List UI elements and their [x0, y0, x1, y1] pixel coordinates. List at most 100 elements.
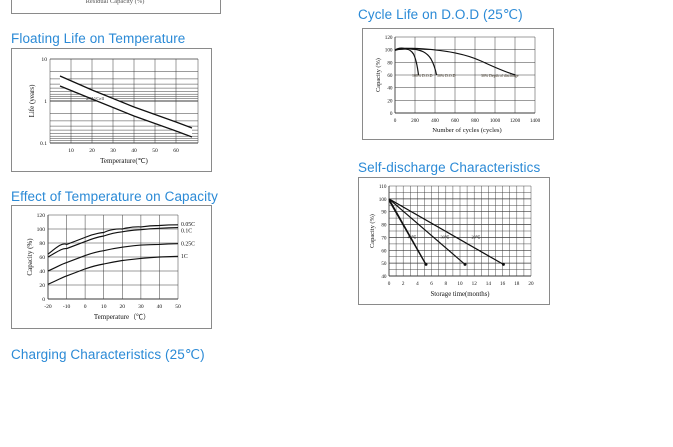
svg-text:400: 400: [431, 118, 439, 124]
data-curves-cycle-life: [394, 47, 516, 76]
annotations-cycle-life: 100% D.O.D 50% D.O.D 30% Depth of discha…: [412, 74, 519, 78]
svg-text:-20: -20: [44, 304, 52, 310]
x-axis-label: Temperature（℃）: [94, 313, 150, 321]
svg-text:100: 100: [385, 48, 393, 54]
svg-text:-10: -10: [63, 304, 71, 310]
svg-text:40: 40: [39, 269, 45, 275]
y-axis-ticks: 110 100 90 80 70 60 50 40: [379, 184, 387, 280]
svg-text:20: 20: [387, 98, 393, 104]
svg-text:200: 200: [411, 118, 419, 124]
svg-text:80: 80: [381, 223, 387, 229]
svg-text:100: 100: [379, 197, 387, 203]
heading-temp-capacity: Effect of Temperature on Capacity: [11, 189, 218, 204]
svg-text:100% D.O.D: 100% D.O.D: [412, 74, 433, 78]
svg-text:1C: 1C: [181, 254, 188, 260]
data-curves-temp-capacity: [47, 224, 179, 285]
svg-text:14: 14: [486, 281, 492, 287]
svg-text:1: 1: [44, 99, 47, 105]
annotation-cell-voltage: 2.3V/Cell: [86, 96, 105, 101]
y-axis-ticks: 120 100 80 60 40 20 0: [385, 35, 393, 117]
svg-text:30℃: 30℃: [441, 235, 450, 240]
svg-text:40℃: 40℃: [408, 235, 417, 240]
svg-text:70: 70: [381, 235, 387, 241]
svg-text:1200: 1200: [510, 118, 521, 124]
right-column: Cycle Life on D.O.D (25℃): [340, 0, 673, 447]
svg-text:12: 12: [472, 281, 478, 287]
grid-lines: [388, 185, 532, 277]
grid-lines: [47, 214, 179, 300]
svg-text:60: 60: [381, 248, 387, 254]
svg-text:8: 8: [445, 281, 448, 287]
svg-text:1400: 1400: [530, 118, 541, 124]
svg-text:40: 40: [157, 304, 163, 310]
x-axis-label: Number of cycles (cycles): [432, 127, 501, 134]
svg-text:10: 10: [68, 148, 74, 154]
series-labels: 0.05C 0.1C 0.25C 1C: [181, 222, 195, 260]
svg-text:30% Depth of discharge: 30% Depth of discharge: [481, 74, 519, 78]
x-axis-ticks: 0 200 400 600 800 1000 1200 1400: [394, 118, 541, 124]
svg-text:16: 16: [500, 281, 506, 287]
svg-text:0: 0: [394, 118, 397, 124]
svg-text:60: 60: [387, 73, 393, 79]
svg-text:0: 0: [388, 281, 391, 287]
heading-self-discharge: Self-discharge Characteristics: [358, 160, 541, 175]
svg-text:0: 0: [42, 297, 45, 303]
svg-text:10: 10: [101, 304, 107, 310]
svg-text:100: 100: [37, 227, 46, 233]
svg-text:800: 800: [471, 118, 479, 124]
data-band-floating-life: [59, 75, 193, 138]
x-axis-ticks: 0 2 4 6 8 10 12 14 16 18 20: [388, 281, 534, 287]
svg-text:60: 60: [39, 255, 45, 261]
svg-text:10: 10: [457, 281, 463, 287]
y-axis-label: Capacity (%): [369, 214, 376, 248]
svg-text:20: 20: [528, 281, 534, 287]
annotations-self-discharge: 40℃ 30℃ 20℃: [408, 235, 481, 240]
svg-text:120: 120: [385, 35, 393, 41]
svg-text:50: 50: [175, 304, 181, 310]
partial-chart-axis-label: Residual Capacity (%): [86, 0, 145, 5]
svg-text:0.05C: 0.05C: [181, 222, 195, 228]
svg-text:60: 60: [173, 148, 179, 154]
y-axis-ticks: 10 1 0.1: [40, 57, 47, 147]
svg-text:80: 80: [39, 241, 45, 247]
svg-text:4: 4: [416, 281, 419, 287]
x-axis-label: Temperature(℃): [100, 157, 148, 165]
endpoint-markers: [424, 262, 505, 266]
partial-chart-frame-top: Residual Capacity (%): [11, 0, 221, 14]
svg-text:10: 10: [41, 57, 47, 63]
chart-cycle-life: 100% D.O.D 50% D.O.D 30% Depth of discha…: [375, 35, 541, 134]
svg-text:30: 30: [138, 304, 144, 310]
x-axis-ticks: -20 -10 0 10 20 30 40 50: [44, 304, 181, 310]
svg-text:90: 90: [381, 210, 387, 216]
heading-cycle-life: Cycle Life on D.O.D (25℃): [358, 7, 523, 22]
chart-frame-temp-capacity: 0.05C 0.1C 0.25C 1C 120 100 80 60 40 20 …: [11, 205, 212, 329]
svg-text:0: 0: [390, 111, 393, 117]
svg-text:20: 20: [120, 304, 126, 310]
svg-text:0.1: 0.1: [40, 141, 47, 147]
y-axis-ticks: 120 100 80 60 40 20 0: [37, 213, 46, 303]
svg-text:40: 40: [381, 274, 387, 280]
svg-text:0: 0: [84, 304, 87, 310]
svg-text:1000: 1000: [490, 118, 501, 124]
svg-text:18: 18: [514, 281, 520, 287]
x-axis-label: Storage time(months): [430, 291, 489, 298]
svg-text:20: 20: [89, 148, 95, 154]
svg-text:0.25C: 0.25C: [181, 242, 195, 248]
svg-text:50: 50: [381, 261, 387, 267]
y-axis-label: Capacity (%): [375, 58, 382, 92]
left-column: Residual Capacity (%) Floating Life on T…: [11, 0, 221, 362]
svg-text:20℃: 20℃: [472, 235, 481, 240]
chart-floating-life: 2.3V/Cell 10 1 0.1 10 20 30 40 50 60 Tem…: [28, 57, 199, 165]
partial-chart-svg: Residual Capacity (%): [86, 0, 145, 5]
svg-text:30: 30: [110, 148, 116, 154]
y-axis-label: Capacity (%): [26, 238, 34, 276]
svg-text:120: 120: [37, 213, 46, 219]
y-axis-label: Life (years): [28, 84, 36, 118]
svg-text:0.1C: 0.1C: [181, 229, 192, 235]
chart-frame-floating-life: 2.3V/Cell 10 1 0.1 10 20 30 40 50 60 Tem…: [11, 48, 212, 172]
chart-self-discharge: 40℃ 30℃ 20℃ 110 100 90 80 70 60 50 40 0 …: [369, 184, 534, 298]
heading-floating-life: Floating Life on Temperature: [11, 31, 186, 46]
svg-text:600: 600: [451, 118, 459, 124]
svg-text:50% D.O.D: 50% D.O.D: [437, 74, 456, 78]
chart-temp-capacity: 0.05C 0.1C 0.25C 1C 120 100 80 60 40 20 …: [26, 213, 195, 321]
